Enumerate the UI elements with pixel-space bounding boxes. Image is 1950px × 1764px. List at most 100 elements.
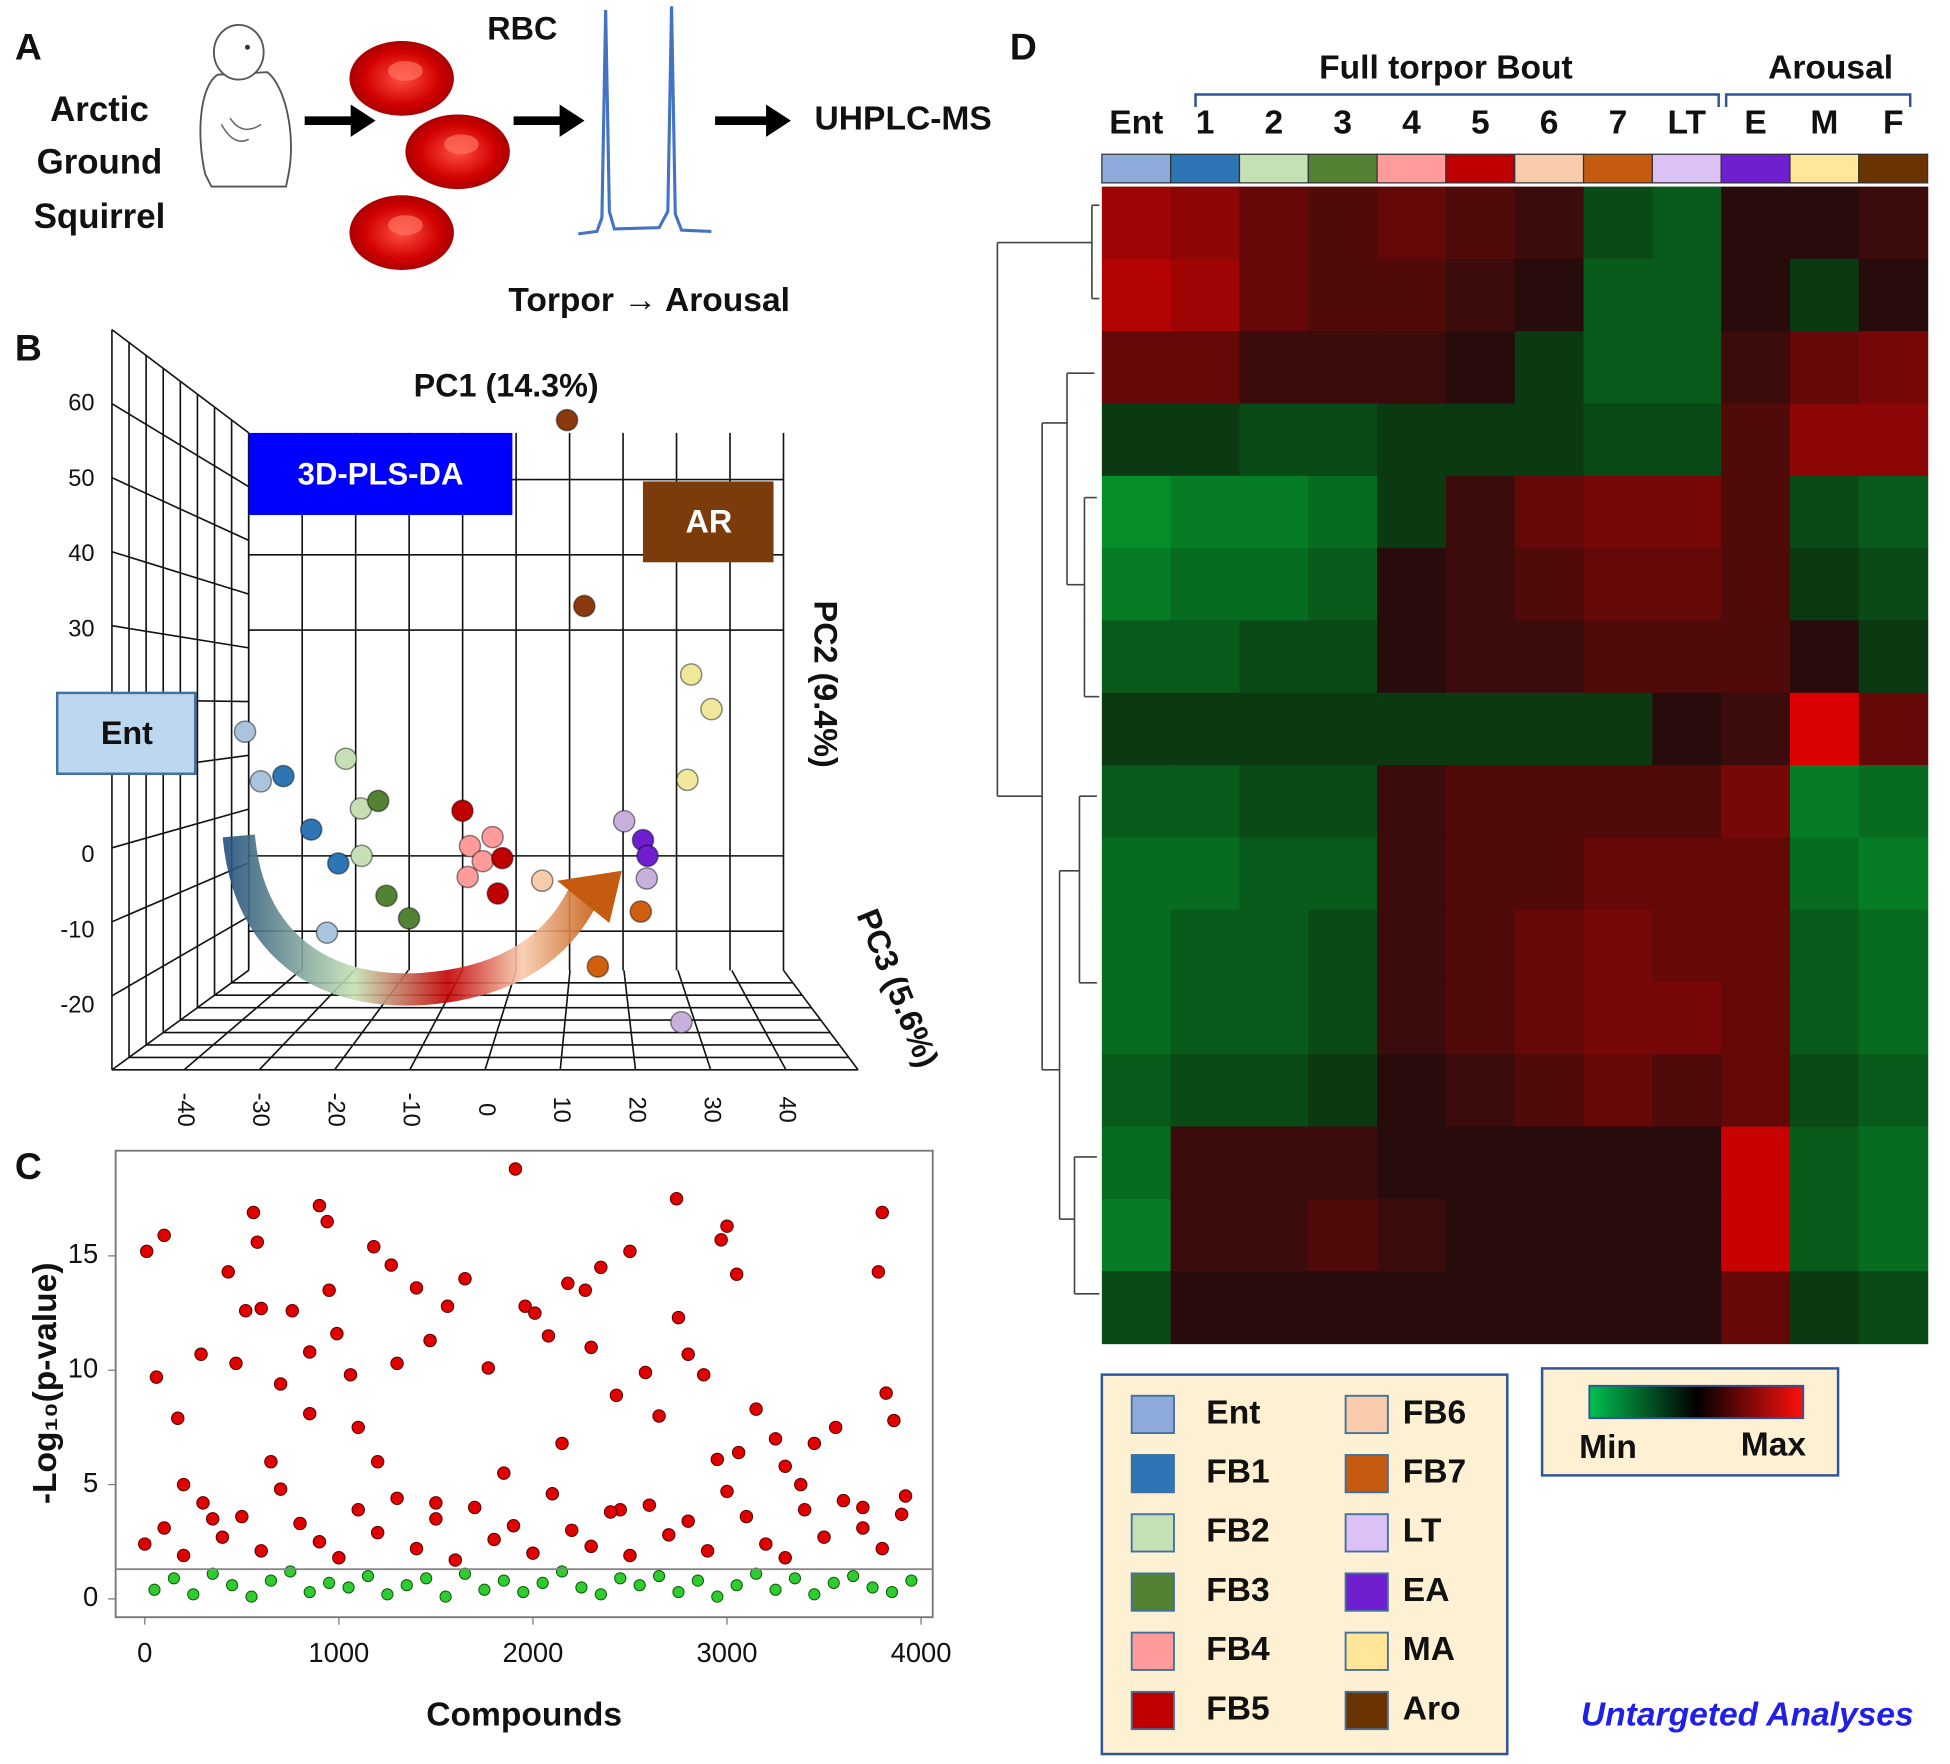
heatmap-cell: [1239, 475, 1309, 549]
point: [508, 1162, 523, 1176]
group-bracket: [1724, 93, 1912, 107]
group-box: [55, 691, 197, 776]
point: [720, 1219, 734, 1233]
heatmap-cell: [1583, 1126, 1653, 1200]
arrow-head: [350, 104, 376, 137]
heatmap-cell: [1101, 1271, 1172, 1345]
point: [681, 1347, 695, 1361]
heatmap-cell: [1445, 837, 1516, 911]
legend-swatch: [1344, 1572, 1389, 1612]
heatmap-cell: [1239, 981, 1309, 1055]
heatmap-cell: [1652, 186, 1722, 260]
heatmap-cell: [1652, 403, 1722, 477]
group-color: [1307, 153, 1378, 184]
point: [700, 1544, 715, 1558]
point: [561, 1276, 575, 1291]
heatmap-cell: [1721, 186, 1791, 260]
legend-label: EA: [1403, 1572, 1450, 1609]
point: [629, 900, 653, 923]
point: [898, 1489, 913, 1503]
heatmap-cell: [1789, 837, 1860, 911]
heatmap-cell: [1445, 1271, 1516, 1345]
point: [322, 1283, 336, 1297]
point: [342, 1581, 355, 1594]
point: [836, 1493, 851, 1508]
legend-swatch: [1344, 1690, 1389, 1731]
point: [233, 720, 257, 744]
point: [250, 1235, 265, 1249]
point: [226, 1579, 239, 1592]
point: [284, 1565, 297, 1578]
heatmap-cell: [1514, 1126, 1585, 1200]
colorbar: [1588, 1384, 1805, 1420]
heatmap-cell: [1239, 186, 1309, 260]
point: [856, 1521, 870, 1535]
point: [397, 907, 421, 930]
heatmap-cell: [1170, 1126, 1241, 1200]
column-label: 2: [1265, 104, 1284, 141]
point: [696, 1368, 711, 1382]
heatmap-cell: [1377, 403, 1447, 477]
point: [528, 1306, 542, 1320]
heatmap-cell: [1308, 1126, 1378, 1200]
point: [187, 1588, 200, 1601]
point: [299, 818, 323, 841]
point: [293, 1516, 307, 1531]
heatmap-cell: [1652, 765, 1722, 838]
legend-label: FB2: [1206, 1513, 1269, 1550]
heatmap-cell: [1170, 258, 1241, 332]
point: [731, 1445, 746, 1460]
heatmap-cell: [1652, 548, 1722, 622]
heatmap-cell: [1445, 475, 1516, 549]
heatmap-cell: [1721, 620, 1791, 694]
point: [652, 1409, 666, 1423]
x-tick-label: -10: [398, 1093, 424, 1127]
point: [205, 1512, 220, 1526]
point: [612, 809, 636, 833]
point: [420, 1572, 433, 1585]
heatmap-cell: [1514, 837, 1585, 911]
column-label: M: [1810, 104, 1838, 141]
heatmap-cell: [1583, 548, 1653, 622]
heatmap-cell: [1789, 909, 1860, 983]
heatmap-cell: [1239, 692, 1309, 766]
point: [541, 1329, 556, 1343]
x-tick-label: 0: [473, 1103, 499, 1116]
point: [875, 1541, 889, 1556]
heatmap-cell: [1514, 331, 1585, 405]
heatmap-cell: [1583, 331, 1653, 405]
heatmap-cell: [1101, 186, 1172, 260]
heatmap-cell: [1789, 475, 1860, 549]
heatmap-cell: [1721, 548, 1791, 622]
heatmap-cell: [1652, 258, 1722, 332]
heatmap-cell: [1858, 186, 1929, 260]
heatmap-cell: [1721, 909, 1791, 983]
point: [264, 1454, 278, 1469]
legend-swatch: [1344, 1513, 1389, 1553]
point: [221, 1265, 235, 1279]
heatmap-cell: [1721, 1054, 1791, 1128]
heatmap-cell: [1652, 981, 1722, 1055]
point: [662, 1528, 676, 1542]
heatmap-cell: [1858, 620, 1929, 694]
point: [254, 1301, 268, 1316]
heatmap-cell: [1445, 1126, 1516, 1200]
point: [518, 1299, 532, 1313]
point: [575, 1581, 588, 1594]
legend-label: MA: [1403, 1631, 1455, 1668]
point: [555, 1436, 569, 1451]
heatmap-cell: [1721, 475, 1791, 549]
point: [711, 1590, 724, 1603]
heatmap-cell: [1101, 403, 1172, 477]
x-tick-label: 30: [698, 1097, 724, 1123]
heatmap-cell: [1721, 765, 1791, 838]
point: [367, 1240, 381, 1254]
point: [759, 1537, 773, 1551]
heatmap-cell: [1583, 403, 1653, 477]
point: [638, 1365, 653, 1380]
point: [609, 1388, 624, 1403]
heatmap-cell: [1445, 981, 1516, 1055]
legend-swatch: [1130, 1572, 1175, 1612]
point: [797, 1503, 812, 1517]
sample-label: RBC: [487, 11, 557, 47]
